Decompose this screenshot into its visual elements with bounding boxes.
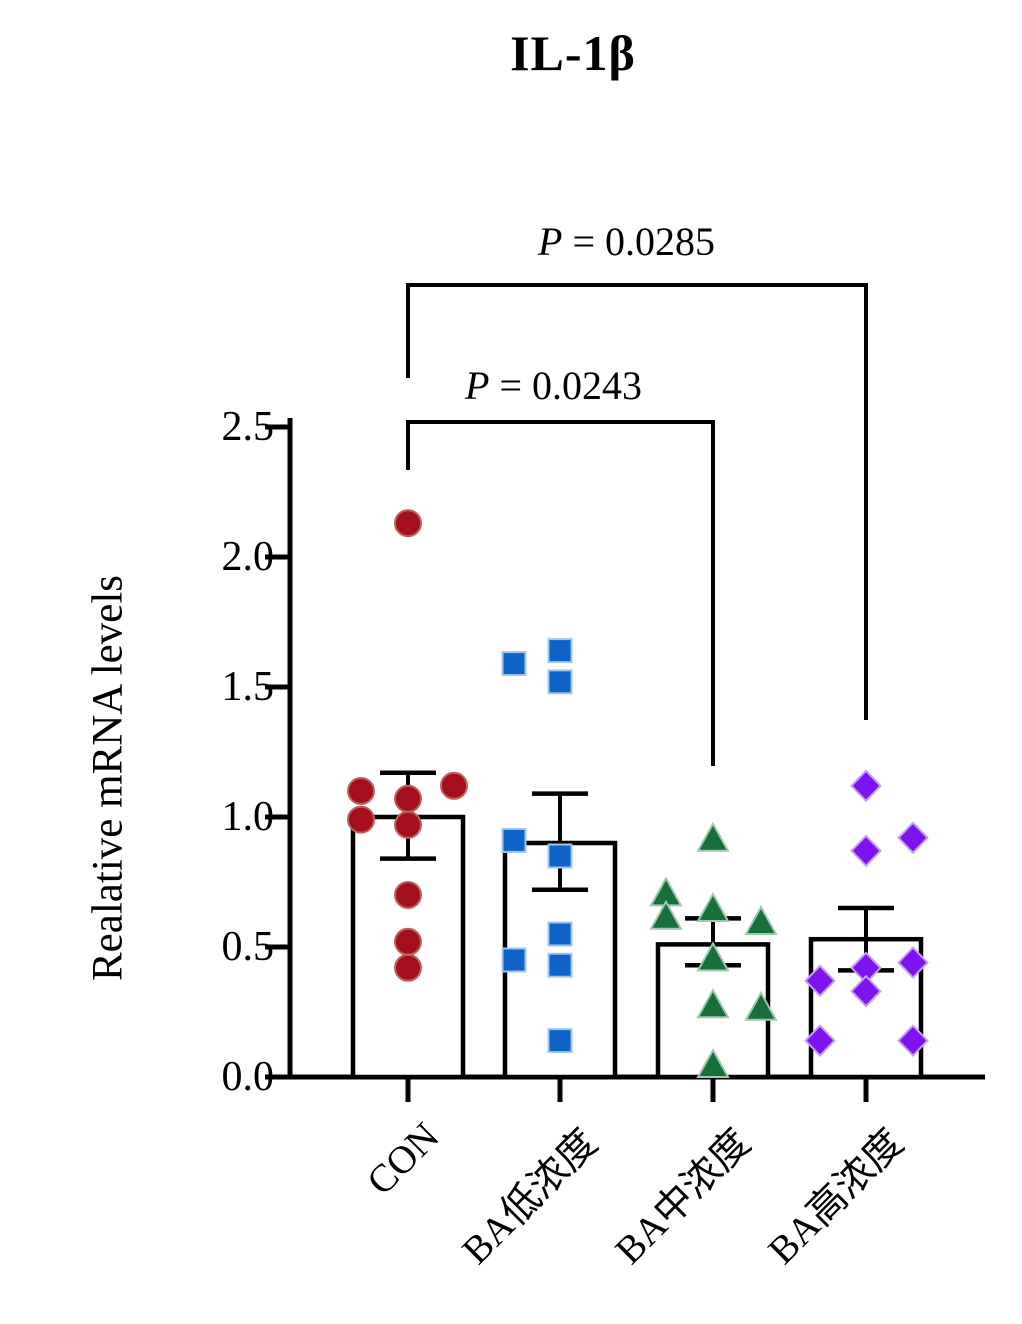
p-symbol: P: [538, 219, 563, 264]
data-point-diamond: [850, 769, 882, 803]
data-point-diamond: [850, 974, 882, 1008]
data-point-square: [547, 638, 573, 664]
data-point-square: [501, 947, 527, 973]
data-point-circle: [347, 777, 375, 805]
data-point-square: [547, 952, 573, 978]
data-point-diamond: [897, 821, 929, 855]
data-point-triangle: [696, 941, 730, 972]
p-value-text: = 0.0285: [562, 219, 715, 264]
data-point-circle: [394, 509, 422, 538]
data-point-square: [501, 651, 527, 677]
data-point-diamond: [804, 1024, 836, 1058]
data-point-square: [547, 669, 573, 695]
data-point-square: [547, 843, 573, 869]
p-value-text: = 0.0243: [489, 363, 642, 408]
data-point-square: [547, 921, 573, 947]
data-point-triangle: [744, 990, 778, 1021]
data-point-triangle: [696, 1047, 730, 1078]
data-point-triangle: [696, 988, 730, 1019]
data-point-circle: [394, 927, 422, 956]
data-point-triangle: [696, 891, 730, 922]
data-point-circle: [394, 784, 422, 813]
significance-bracket: [406, 283, 868, 720]
data-point-square: [501, 827, 527, 853]
data-point-circle: [394, 810, 422, 839]
data-point-circle: [394, 953, 422, 982]
p-symbol: P: [465, 363, 490, 408]
data-point-circle: [440, 771, 468, 800]
data-point-triangle: [696, 821, 730, 852]
data-point-triangle: [744, 904, 778, 935]
chart-title: IL-1β: [510, 25, 636, 81]
significance-bracket: [406, 420, 715, 766]
p-value-annotation-2: P = 0.0243: [465, 362, 642, 409]
data-point-triangle: [649, 899, 683, 930]
data-point-diamond: [897, 1024, 929, 1058]
data-point-circle: [394, 881, 422, 909]
data-point-circle: [347, 805, 375, 834]
data-point-diamond: [804, 964, 836, 998]
data-point-diamond: [897, 946, 929, 980]
data-point-diamond: [850, 834, 882, 868]
p-value-annotation-1: P = 0.0285: [538, 218, 715, 265]
data-point-square: [547, 1028, 573, 1054]
